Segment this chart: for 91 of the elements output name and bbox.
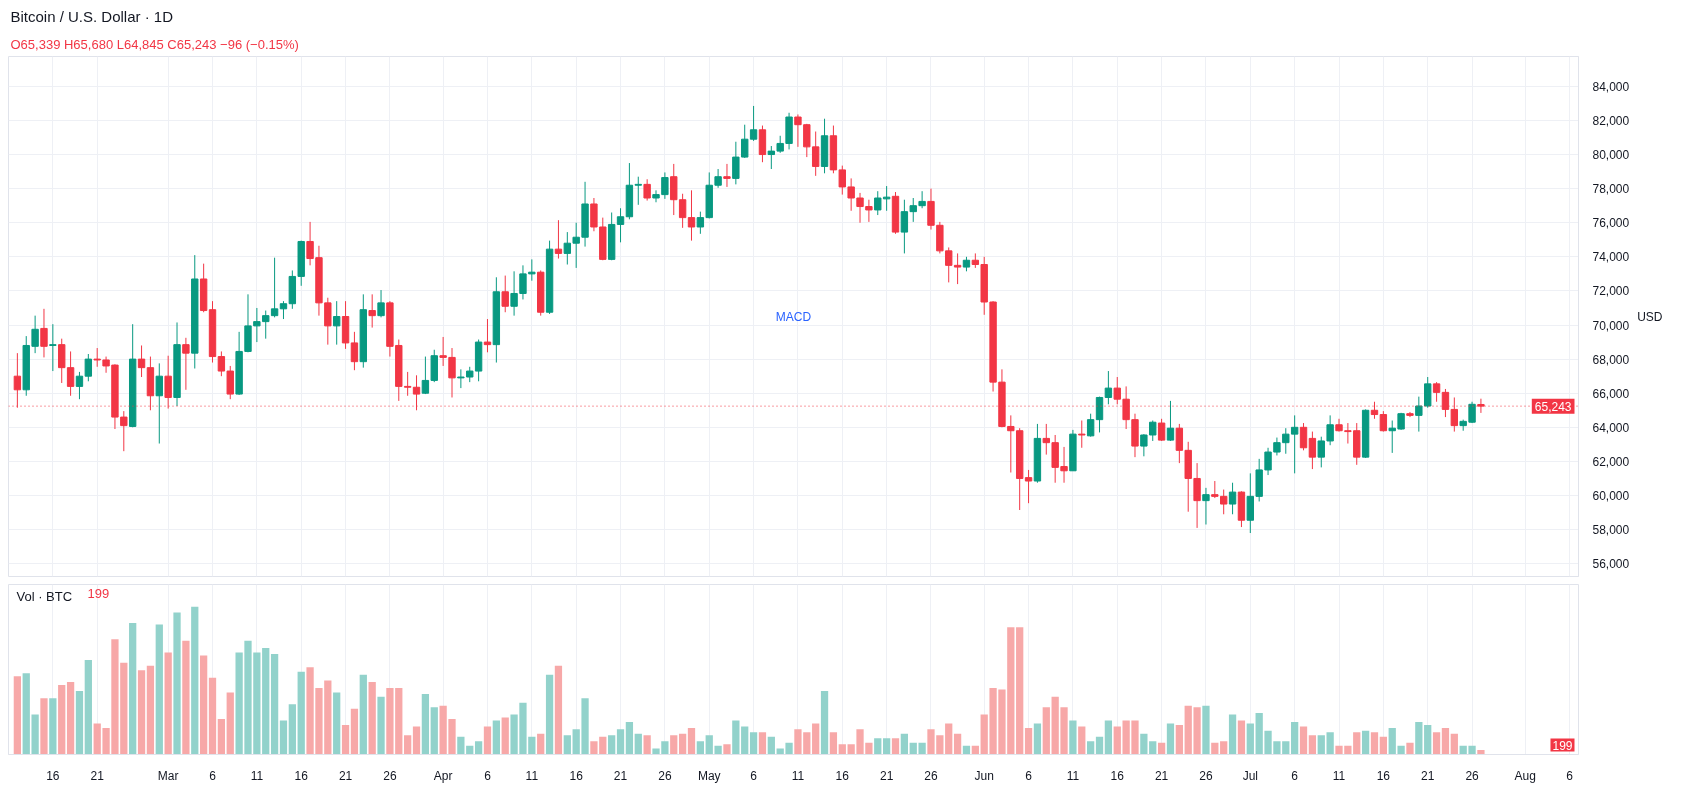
x-tick-label: 21: [90, 768, 105, 783]
x-tick-label: 6: [1025, 768, 1033, 783]
y-tick-label: 72,000: [1592, 284, 1630, 299]
candlestick: [368, 293, 376, 329]
x-tick-label: Jun: [974, 768, 994, 783]
x-tick-label: 16: [294, 768, 309, 783]
x-tick-label: 26: [658, 768, 672, 783]
candlestick: [120, 410, 128, 452]
candlestick: [1104, 370, 1113, 405]
x-tick-label: 6: [750, 768, 758, 783]
candlestick: [1157, 418, 1166, 442]
candlestick: [1095, 396, 1104, 433]
x-tick-label: 16: [569, 768, 584, 783]
y-tick-label: 60,000: [1592, 489, 1630, 504]
x-tick-label: 6: [1566, 768, 1574, 783]
candlestick: [1308, 431, 1317, 470]
candlestick: [554, 219, 563, 260]
candlestick: [501, 275, 509, 313]
x-tick-label: 11: [250, 768, 264, 783]
candlestick: [137, 344, 146, 378]
candlestick: [1432, 381, 1441, 403]
y-tick-label: 64,000: [1592, 420, 1630, 435]
y-tick-label: 84,000: [1592, 79, 1630, 94]
x-tick-label: 6: [209, 768, 217, 783]
y-tick-label: 80,000: [1592, 148, 1630, 163]
ref-line-label: 65,243: [1534, 399, 1572, 414]
candlestick: [687, 189, 696, 242]
candlestick: [270, 257, 279, 318]
bar: [1477, 750, 1485, 755]
x-tick-label: May: [697, 768, 721, 783]
candlestick: [75, 371, 84, 400]
candlestick: [333, 300, 341, 346]
x-tick-label: 26: [383, 768, 397, 783]
x-tick-label: 21: [879, 768, 894, 783]
candlestick: [350, 331, 359, 371]
candlestick: [643, 178, 651, 202]
x-tick-label: 21: [1154, 768, 1169, 783]
x-tick-label: 26: [924, 768, 938, 783]
y-tick-label: 62,000: [1592, 454, 1630, 469]
y-tick-label: 56,000: [1592, 557, 1630, 572]
candlestick: [483, 318, 492, 353]
x-tick-label: 21: [613, 768, 628, 783]
x-tick-label: Apr: [433, 768, 453, 783]
candlestick: [182, 337, 190, 391]
x-tick-label: 21: [338, 768, 353, 783]
x-tick-label: 11: [1066, 768, 1080, 783]
x-tick-label: 21: [1421, 768, 1435, 783]
candlestick: [1379, 410, 1388, 433]
y-tick-label: 82,000: [1592, 113, 1630, 128]
y-tick-label: 66,000: [1592, 386, 1630, 401]
candlestick: [1078, 420, 1086, 449]
y-tick-label: 76,000: [1592, 216, 1630, 231]
candlestick: [1299, 422, 1308, 451]
x-tick-label: 26: [1465, 768, 1480, 783]
x-tick-label: Mar: [157, 768, 179, 783]
candlestick: [953, 252, 962, 285]
candlestick: [155, 362, 163, 445]
candlestick: [84, 353, 93, 382]
candlestick: [40, 308, 48, 358]
chart-title: Bitcoin / U.S. Dollar · 1D: [10, 7, 174, 25]
x-tick-label: 11: [791, 768, 805, 783]
x-tick-label: 16: [46, 768, 60, 783]
y-tick-label: 74,000: [1592, 250, 1630, 265]
x-tick-label: 6: [484, 768, 492, 783]
x-tick-label: 11: [1332, 768, 1346, 783]
candlestick: [377, 289, 385, 318]
candlestick: [1228, 482, 1237, 515]
y-axis-title: USD: [1637, 309, 1663, 324]
candlestick: [1086, 413, 1095, 438]
candlestick: [1202, 487, 1210, 525]
candlestick: [49, 323, 57, 372]
y-tick-label: 58,000: [1592, 523, 1630, 538]
candlestick: [723, 163, 731, 188]
x-tick-label: 11: [525, 768, 539, 783]
candlestick: [714, 168, 722, 189]
annotation: MACD: [775, 309, 812, 324]
y-tick-label: 78,000: [1592, 182, 1630, 197]
y-tick-label: 70,000: [1592, 318, 1630, 333]
x-tick-label: 16: [1110, 768, 1125, 783]
y-tick-label: 68,000: [1592, 352, 1630, 367]
x-tick-label: Jul: [1242, 768, 1258, 783]
x-tick-label: 16: [835, 768, 850, 783]
x-tick-label: Aug: [1514, 768, 1536, 783]
candlestick: [1166, 400, 1175, 442]
candlestick: [528, 258, 536, 282]
chart-subtitle: O65,339 H65,680 L64,845 C65,243 −96 (−0.15%): [10, 36, 299, 52]
x-tick-label: 6: [1291, 768, 1299, 783]
candlestick: [563, 231, 572, 265]
x-tick-label: 16: [1376, 768, 1391, 783]
x-tick-label: 26: [1199, 768, 1213, 783]
candlestick: [634, 176, 642, 206]
